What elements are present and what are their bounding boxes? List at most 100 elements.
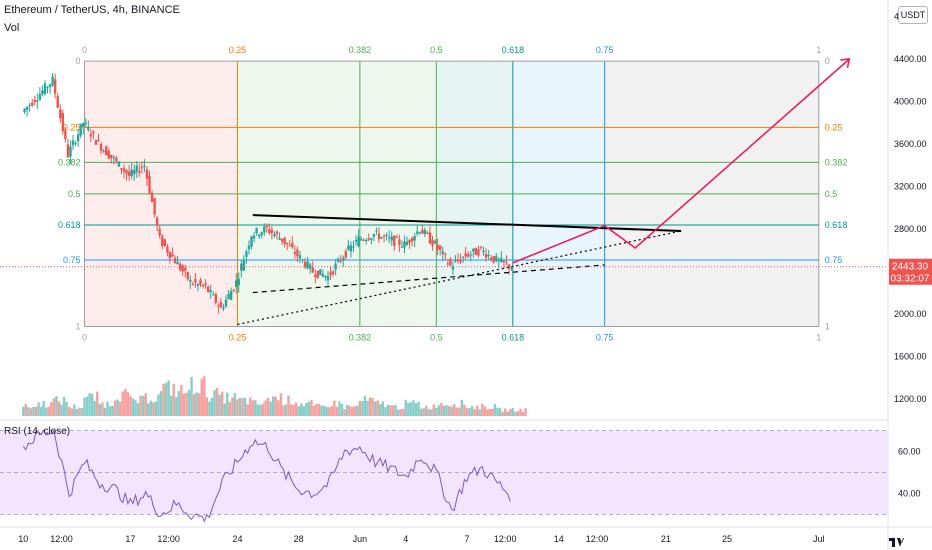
candle-body — [140, 167, 144, 169]
volume-bar — [384, 407, 387, 416]
candle-body — [484, 253, 488, 258]
volume-bar — [126, 392, 130, 416]
rsi-legend[interactable]: RSI (14, close) — [4, 426, 71, 437]
volume-bar — [519, 408, 522, 416]
fib-time-label-top: 0.382 — [349, 45, 372, 55]
volume-bar — [62, 396, 66, 416]
candle-body — [308, 264, 312, 269]
volume-bar — [458, 407, 461, 416]
candle-body — [270, 229, 274, 234]
volume-bar — [524, 408, 527, 416]
candle-body — [76, 134, 80, 142]
volume-bar — [455, 407, 458, 416]
candle-body — [186, 271, 189, 280]
volume-bar — [50, 402, 53, 416]
price-tick-label: 2000.00 — [894, 309, 927, 319]
volume-bar — [409, 402, 413, 416]
time-tick-label: 12:00 — [494, 534, 517, 544]
volume-bar — [361, 400, 364, 416]
volume-bar — [55, 395, 58, 416]
volume-bar — [279, 393, 283, 416]
volume-bar — [266, 397, 270, 416]
candle-body — [43, 83, 47, 94]
volume-bar — [90, 393, 94, 416]
candle-body — [204, 283, 207, 285]
candle-body — [94, 140, 98, 145]
volume-bar — [343, 409, 346, 416]
candle-body — [153, 197, 156, 215]
volume-bar — [187, 390, 191, 416]
candle-body — [421, 229, 424, 234]
volume-bar — [468, 408, 471, 416]
currency-button[interactable]: USDT — [898, 6, 928, 24]
candle-body — [61, 113, 65, 132]
volume-bar — [83, 397, 86, 416]
volume-bar — [335, 406, 339, 416]
candle-body — [84, 122, 87, 124]
volume-legend[interactable]: Vol — [4, 22, 20, 34]
fib-time-label-bottom: 0.382 — [349, 333, 372, 343]
candle-body — [273, 234, 276, 237]
volume-bar — [215, 387, 219, 416]
volume-bar — [493, 404, 497, 416]
volume-bar — [167, 380, 170, 416]
candle-body — [48, 84, 52, 87]
volume-bar — [238, 397, 242, 416]
volume-bar — [236, 399, 239, 416]
volume-bar — [501, 411, 504, 416]
volume-bar — [506, 411, 509, 416]
candle-body — [268, 229, 271, 234]
volume-bar — [259, 404, 262, 416]
fib-level-label-right: 0.618 — [825, 220, 848, 230]
candle-body — [82, 123, 85, 128]
volume-bar — [251, 400, 254, 416]
volume-bar — [70, 408, 73, 416]
candle-body — [336, 258, 340, 262]
symbol-title[interactable]: Ethereum / TetherUS, 4h, BINANCE — [4, 4, 180, 16]
volume-bar — [325, 406, 328, 416]
candle-body — [474, 248, 478, 255]
candle-body — [28, 104, 31, 106]
volume-bar — [366, 400, 369, 416]
candle-body — [41, 90, 44, 95]
candle-body — [150, 192, 154, 203]
volume-bar — [24, 403, 28, 416]
volume-bar — [292, 404, 295, 416]
candle-body — [377, 233, 381, 240]
volume-bar — [80, 408, 84, 416]
volume-bar — [287, 395, 290, 416]
volume-bar — [195, 392, 198, 416]
volume-bar — [159, 391, 163, 416]
fib-time-label-bottom: 0.25 — [229, 333, 247, 343]
volume-bar — [29, 408, 33, 416]
volume-bar — [136, 403, 140, 416]
fib-level-label-left: 0.618 — [58, 220, 81, 230]
volume-bar — [417, 401, 420, 416]
fib-level-label-left: 1 — [75, 322, 80, 332]
price-tick-label: 1200.00 — [894, 394, 927, 404]
volume-bar — [241, 398, 244, 416]
volume-bar — [427, 409, 430, 416]
candle-body — [145, 169, 149, 179]
candle-body — [329, 272, 332, 275]
volume-bar — [111, 405, 114, 416]
volume-bar — [203, 376, 206, 416]
candle-body — [507, 264, 511, 269]
volume-bar — [141, 395, 145, 416]
time-tick-label: 21 — [661, 534, 671, 544]
price-badge — [889, 258, 932, 285]
time-tick-label: 25 — [722, 534, 732, 544]
candle-body — [127, 171, 131, 176]
volume-bar — [358, 400, 362, 416]
rsi-tick-label: 60.00 — [898, 447, 921, 457]
volume-bar — [274, 396, 277, 416]
candle-body — [74, 143, 77, 145]
volume-bar — [134, 400, 137, 416]
fib-time-label-top: 0.25 — [229, 45, 247, 55]
candle-body — [413, 235, 416, 241]
volume-bar — [198, 393, 201, 416]
volume-bar — [373, 401, 377, 416]
candle-body — [342, 257, 345, 261]
candle-body — [191, 284, 195, 286]
